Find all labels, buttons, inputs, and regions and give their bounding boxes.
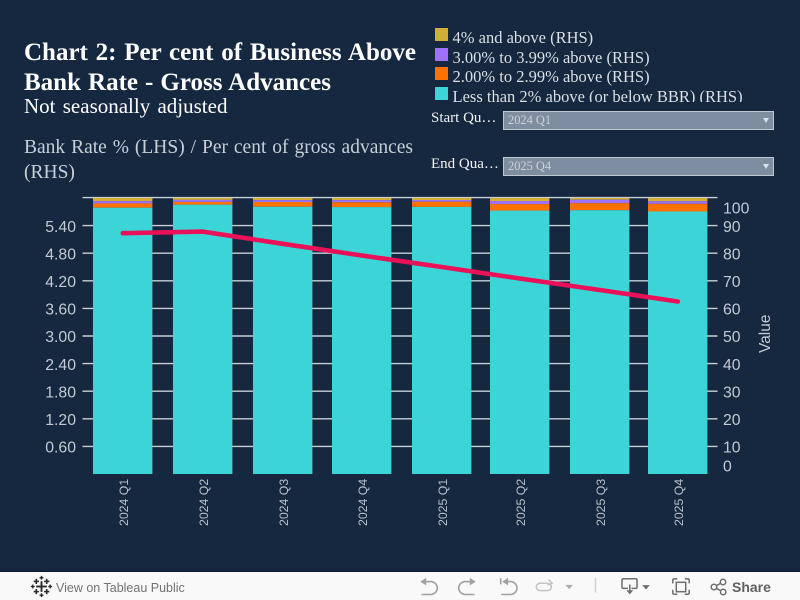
- svg-text:4.20: 4.20: [45, 274, 76, 291]
- svg-text:4.80: 4.80: [45, 246, 76, 263]
- svg-text:0: 0: [723, 459, 732, 476]
- svg-text:90: 90: [723, 219, 741, 236]
- svg-text:100: 100: [723, 201, 750, 218]
- svg-text:1.80: 1.80: [45, 384, 76, 401]
- svg-text:3.60: 3.60: [45, 302, 76, 319]
- svg-text:20: 20: [723, 412, 741, 429]
- svg-text:5.40: 5.40: [45, 219, 76, 236]
- svg-text:70: 70: [723, 274, 741, 291]
- svg-text:1.20: 1.20: [45, 412, 76, 429]
- svg-text:40: 40: [723, 357, 741, 374]
- svg-text:30: 30: [723, 384, 741, 401]
- svg-text:60: 60: [723, 302, 741, 319]
- svg-text:10: 10: [723, 440, 741, 457]
- svg-text:3.00: 3.00: [45, 329, 76, 346]
- svg-text:Value: Value: [757, 315, 774, 354]
- svg-text:0.60: 0.60: [45, 440, 76, 457]
- svg-text:80: 80: [723, 246, 741, 263]
- svg-text:2.40: 2.40: [45, 357, 76, 374]
- svg-text:50: 50: [723, 329, 741, 346]
